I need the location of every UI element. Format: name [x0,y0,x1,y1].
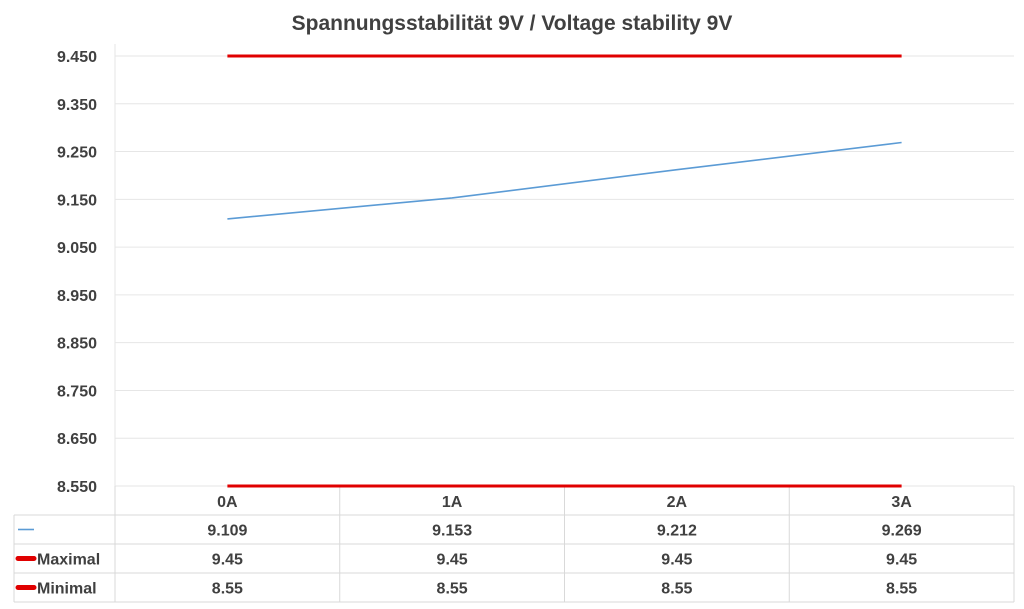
table-value: 9.45 [661,552,692,569]
y-tick-label: 9.150 [57,192,97,209]
table-value: 9.212 [657,523,697,540]
table-value: 9.109 [207,523,247,540]
y-tick-label: 9.050 [57,240,97,257]
table-value: 8.55 [886,581,917,598]
y-axis-ticks: 9.450 9.350 9.250 9.150 9.050 8.950 8.850 8.750… [57,49,97,496]
legend-label: Minimal [37,581,97,598]
series-lines [227,54,902,488]
gridlines [114,44,1014,487]
y-tick-label: 8.650 [57,431,97,448]
y-tick-label: 8.550 [57,479,97,496]
series-line-voltage [227,141,902,220]
x-category-label: 1A [442,494,463,511]
table-value: 8.55 [661,581,692,598]
table-value: 8.55 [212,581,243,598]
y-tick-label: 9.250 [57,145,97,162]
x-category-label: 2A [667,494,688,511]
y-tick-label: 8.950 [57,288,97,305]
data-table: 0A 1A 2A 3A 9.109 9.153 9.212 9.269 Maximal 9.45 9… [13,486,1015,603]
y-tick-label: 8.750 [57,383,97,400]
legend-label: Maximal [37,552,100,569]
x-category-label: 3A [891,494,912,511]
y-tick-label: 9.350 [57,97,97,114]
table-value: 9.45 [437,552,468,569]
table-value: 9.153 [432,523,472,540]
y-tick-label: 8.850 [57,336,97,353]
y-tick-label: 9.450 [57,49,97,66]
table-value: 9.45 [886,552,917,569]
table-value: 9.45 [212,552,243,569]
x-category-label: 0A [217,494,238,511]
table-value: 9.269 [882,523,922,540]
chart-title: Spannungsstabilität 9V / Voltage stabili… [292,12,733,35]
table-value: 8.55 [437,581,468,598]
